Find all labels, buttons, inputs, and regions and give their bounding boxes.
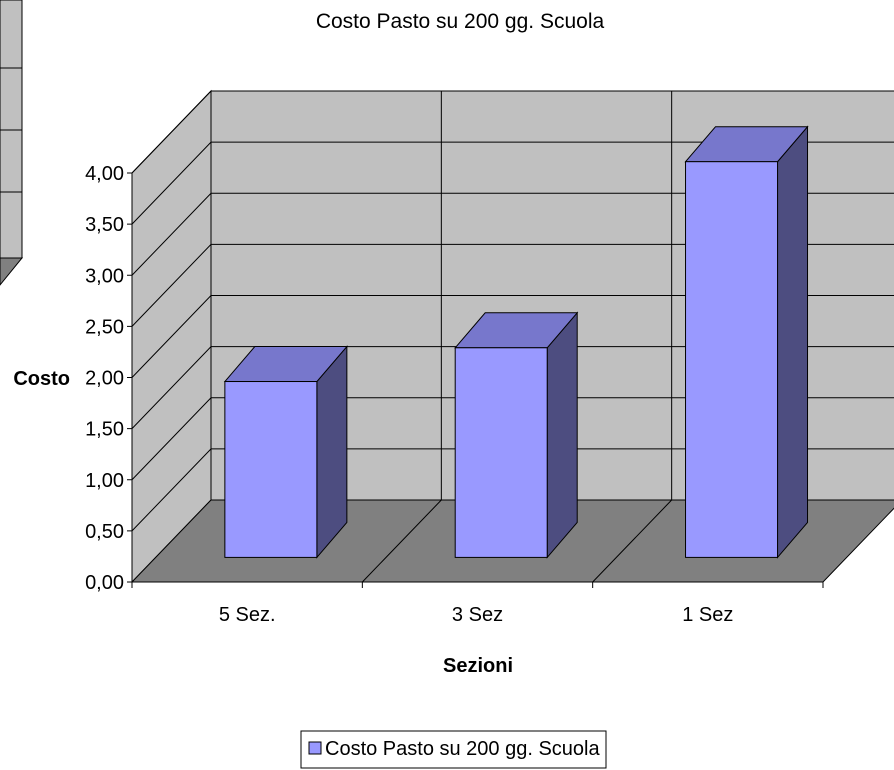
legend: Costo Pasto su 200 gg. Scuola [301,731,606,768]
bar-side [317,347,347,558]
y-tick-label: 1,50 [85,419,124,441]
x-axis: 5 Sez. 3 Sez 1 Sez [132,582,823,626]
y-axis: 0,00 0,50 1,00 1,50 2,00 2,50 3,00 3,50 4,00 [85,163,132,594]
bar-front [455,348,547,558]
adjacent-chart-fragment [0,0,22,285]
bar-side [547,313,577,558]
bar-side [778,127,808,558]
y-tick-label: 2,50 [85,316,124,338]
y-tick-label: 0,00 [85,572,124,594]
bar-front [225,382,317,558]
y-tick-label: 0,50 [85,521,124,543]
y-tick-label: 1,00 [85,470,124,492]
chart-title: Costo Pasto su 200 gg. Scuola [316,10,605,33]
bar [455,313,577,558]
y-axis-label: Costo [13,368,70,390]
x-tick-label: 3 Sez [452,604,503,626]
x-axis-label: Sezioni [443,655,513,677]
bar-front [686,162,778,558]
y-tick-label: 3,00 [85,265,124,287]
x-tick-label: 1 Sez [682,604,733,626]
legend-swatch [309,742,321,754]
y-tick-label: 4,00 [85,163,124,185]
bar [225,347,347,558]
y-tick-label: 3,50 [85,214,124,236]
legend-entry: Costo Pasto su 200 gg. Scuola [325,738,600,760]
x-tick-label: 5 Sez. [219,604,276,626]
y-tick-label: 2,00 [85,368,124,390]
bar [686,127,808,558]
